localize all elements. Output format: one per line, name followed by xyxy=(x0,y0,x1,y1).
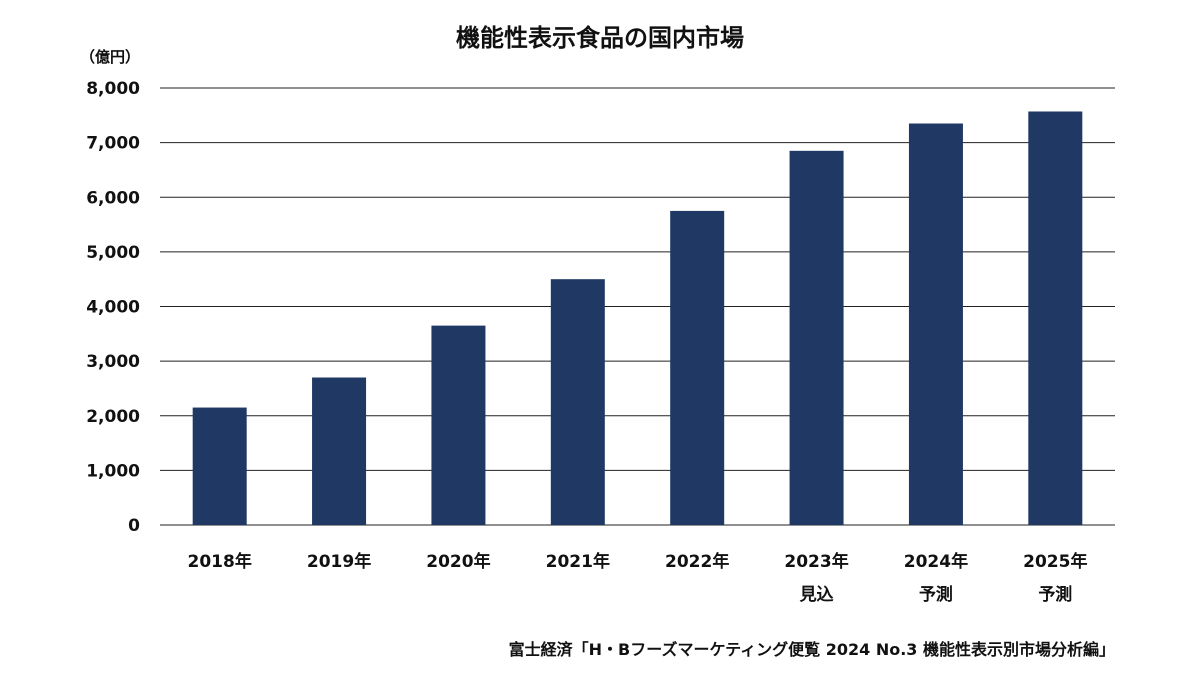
y-tick-label: 5,000 xyxy=(86,243,140,263)
source-note: 富士経済「H・Bフーズマーケティング便覧 2024 No.3 機能性表示別市場分… xyxy=(509,640,1115,659)
bar xyxy=(670,210,725,525)
x-tick-label: 2020年 xyxy=(426,551,490,572)
bar xyxy=(550,279,605,525)
bar xyxy=(1028,111,1083,526)
x-tick-label: 2023年 xyxy=(784,551,848,572)
x-tick-sublabel: 見込 xyxy=(799,585,834,605)
y-tick-label: 1,000 xyxy=(86,461,140,481)
x-tick-label: 2018年 xyxy=(188,551,252,572)
x-tick-label: 2022年 xyxy=(665,551,729,572)
gridlines xyxy=(160,87,1115,526)
bar xyxy=(908,123,963,525)
x-tick-label: 2025年 xyxy=(1023,551,1087,572)
y-tick-label: 6,000 xyxy=(86,188,140,208)
x-tick-label: 2024年 xyxy=(904,551,968,572)
y-tick-label: 3,000 xyxy=(86,352,140,372)
chart-title: 機能性表示食品の国内市場 xyxy=(456,24,744,52)
bar xyxy=(312,377,367,525)
x-tick-sublabel: 予測 xyxy=(1038,584,1072,605)
y-tick-label: 8,000 xyxy=(86,79,140,99)
bar xyxy=(192,407,247,525)
y-tick-label: 0 xyxy=(128,516,140,536)
y-axis-ticks: 0 1,000 2,000 3,000 4,000 5,000 6,000 7,000 8,00… xyxy=(86,79,140,536)
bar xyxy=(431,325,486,525)
x-tick-label: 2021年 xyxy=(546,551,610,572)
y-tick-label: 4,000 xyxy=(86,298,140,318)
y-tick-label: 7,000 xyxy=(86,134,140,154)
y-tick-label: 2,000 xyxy=(86,407,140,427)
y-axis-unit: （億円） xyxy=(80,48,140,66)
bar xyxy=(789,150,844,525)
bars xyxy=(192,111,1083,526)
x-tick-label: 2019年 xyxy=(307,551,371,572)
x-tick-sublabel: 予測 xyxy=(919,584,953,605)
